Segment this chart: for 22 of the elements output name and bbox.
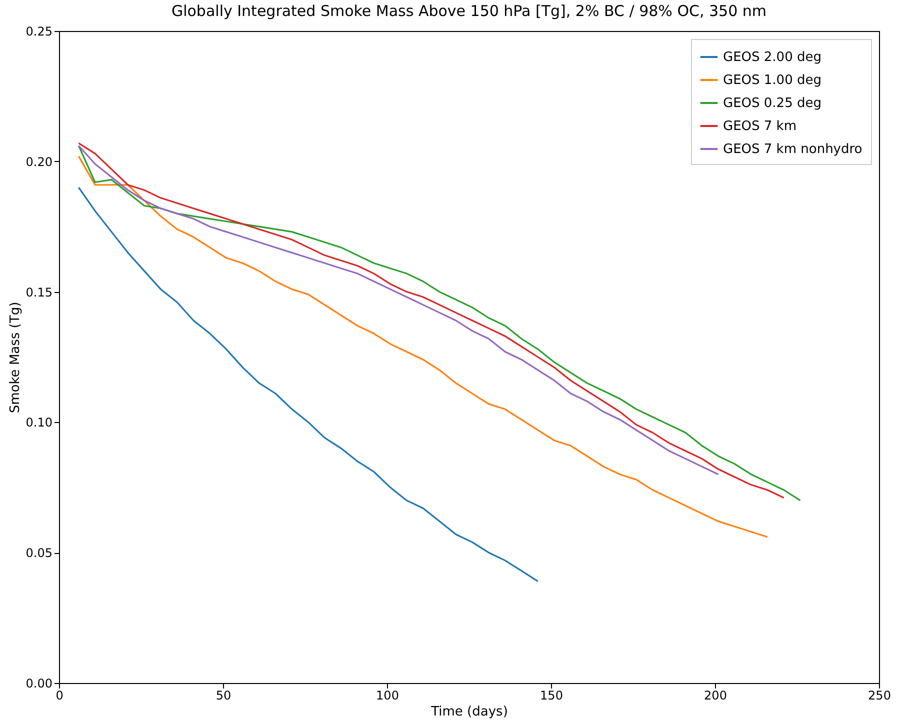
x-tick-label: 200 [704, 688, 727, 702]
line-series [78, 186, 539, 582]
x-tick-label: 250 [868, 688, 891, 702]
y-tick-label: 0.00 [26, 676, 52, 690]
y-tick-label: 0.25 [26, 24, 52, 38]
chart-title: Globally Integrated Smoke Mass Above 150 hPa [Tg], 2% BC / 98% OC, 350 nm [171, 2, 767, 20]
legend-label: GEOS 1.00 deg [723, 73, 822, 88]
legend-label: GEOS 7 km nonhydro [723, 142, 862, 157]
line-series [78, 144, 720, 476]
legend-label: GEOS 0.25 deg [723, 96, 822, 111]
legend-label: GEOS 7 km [723, 119, 796, 134]
legend-label: GEOS 2.00 deg [723, 50, 822, 65]
y-tick-label: 0.15 [26, 285, 52, 300]
y-tick-label: 0.20 [26, 154, 52, 169]
y-tick-label: 0.10 [26, 416, 52, 430]
x-tick-label: 0 [56, 688, 64, 702]
x-tick-label: 50 [216, 688, 232, 702]
x-tick-label: 100 [376, 688, 399, 702]
x-tick-label: 150 [540, 688, 563, 702]
y-axis-title: Smoke Mass (Tg) [8, 302, 23, 414]
x-axis-title: Time (days) [430, 704, 508, 720]
y-tick-label: 0.05 [26, 546, 52, 560]
